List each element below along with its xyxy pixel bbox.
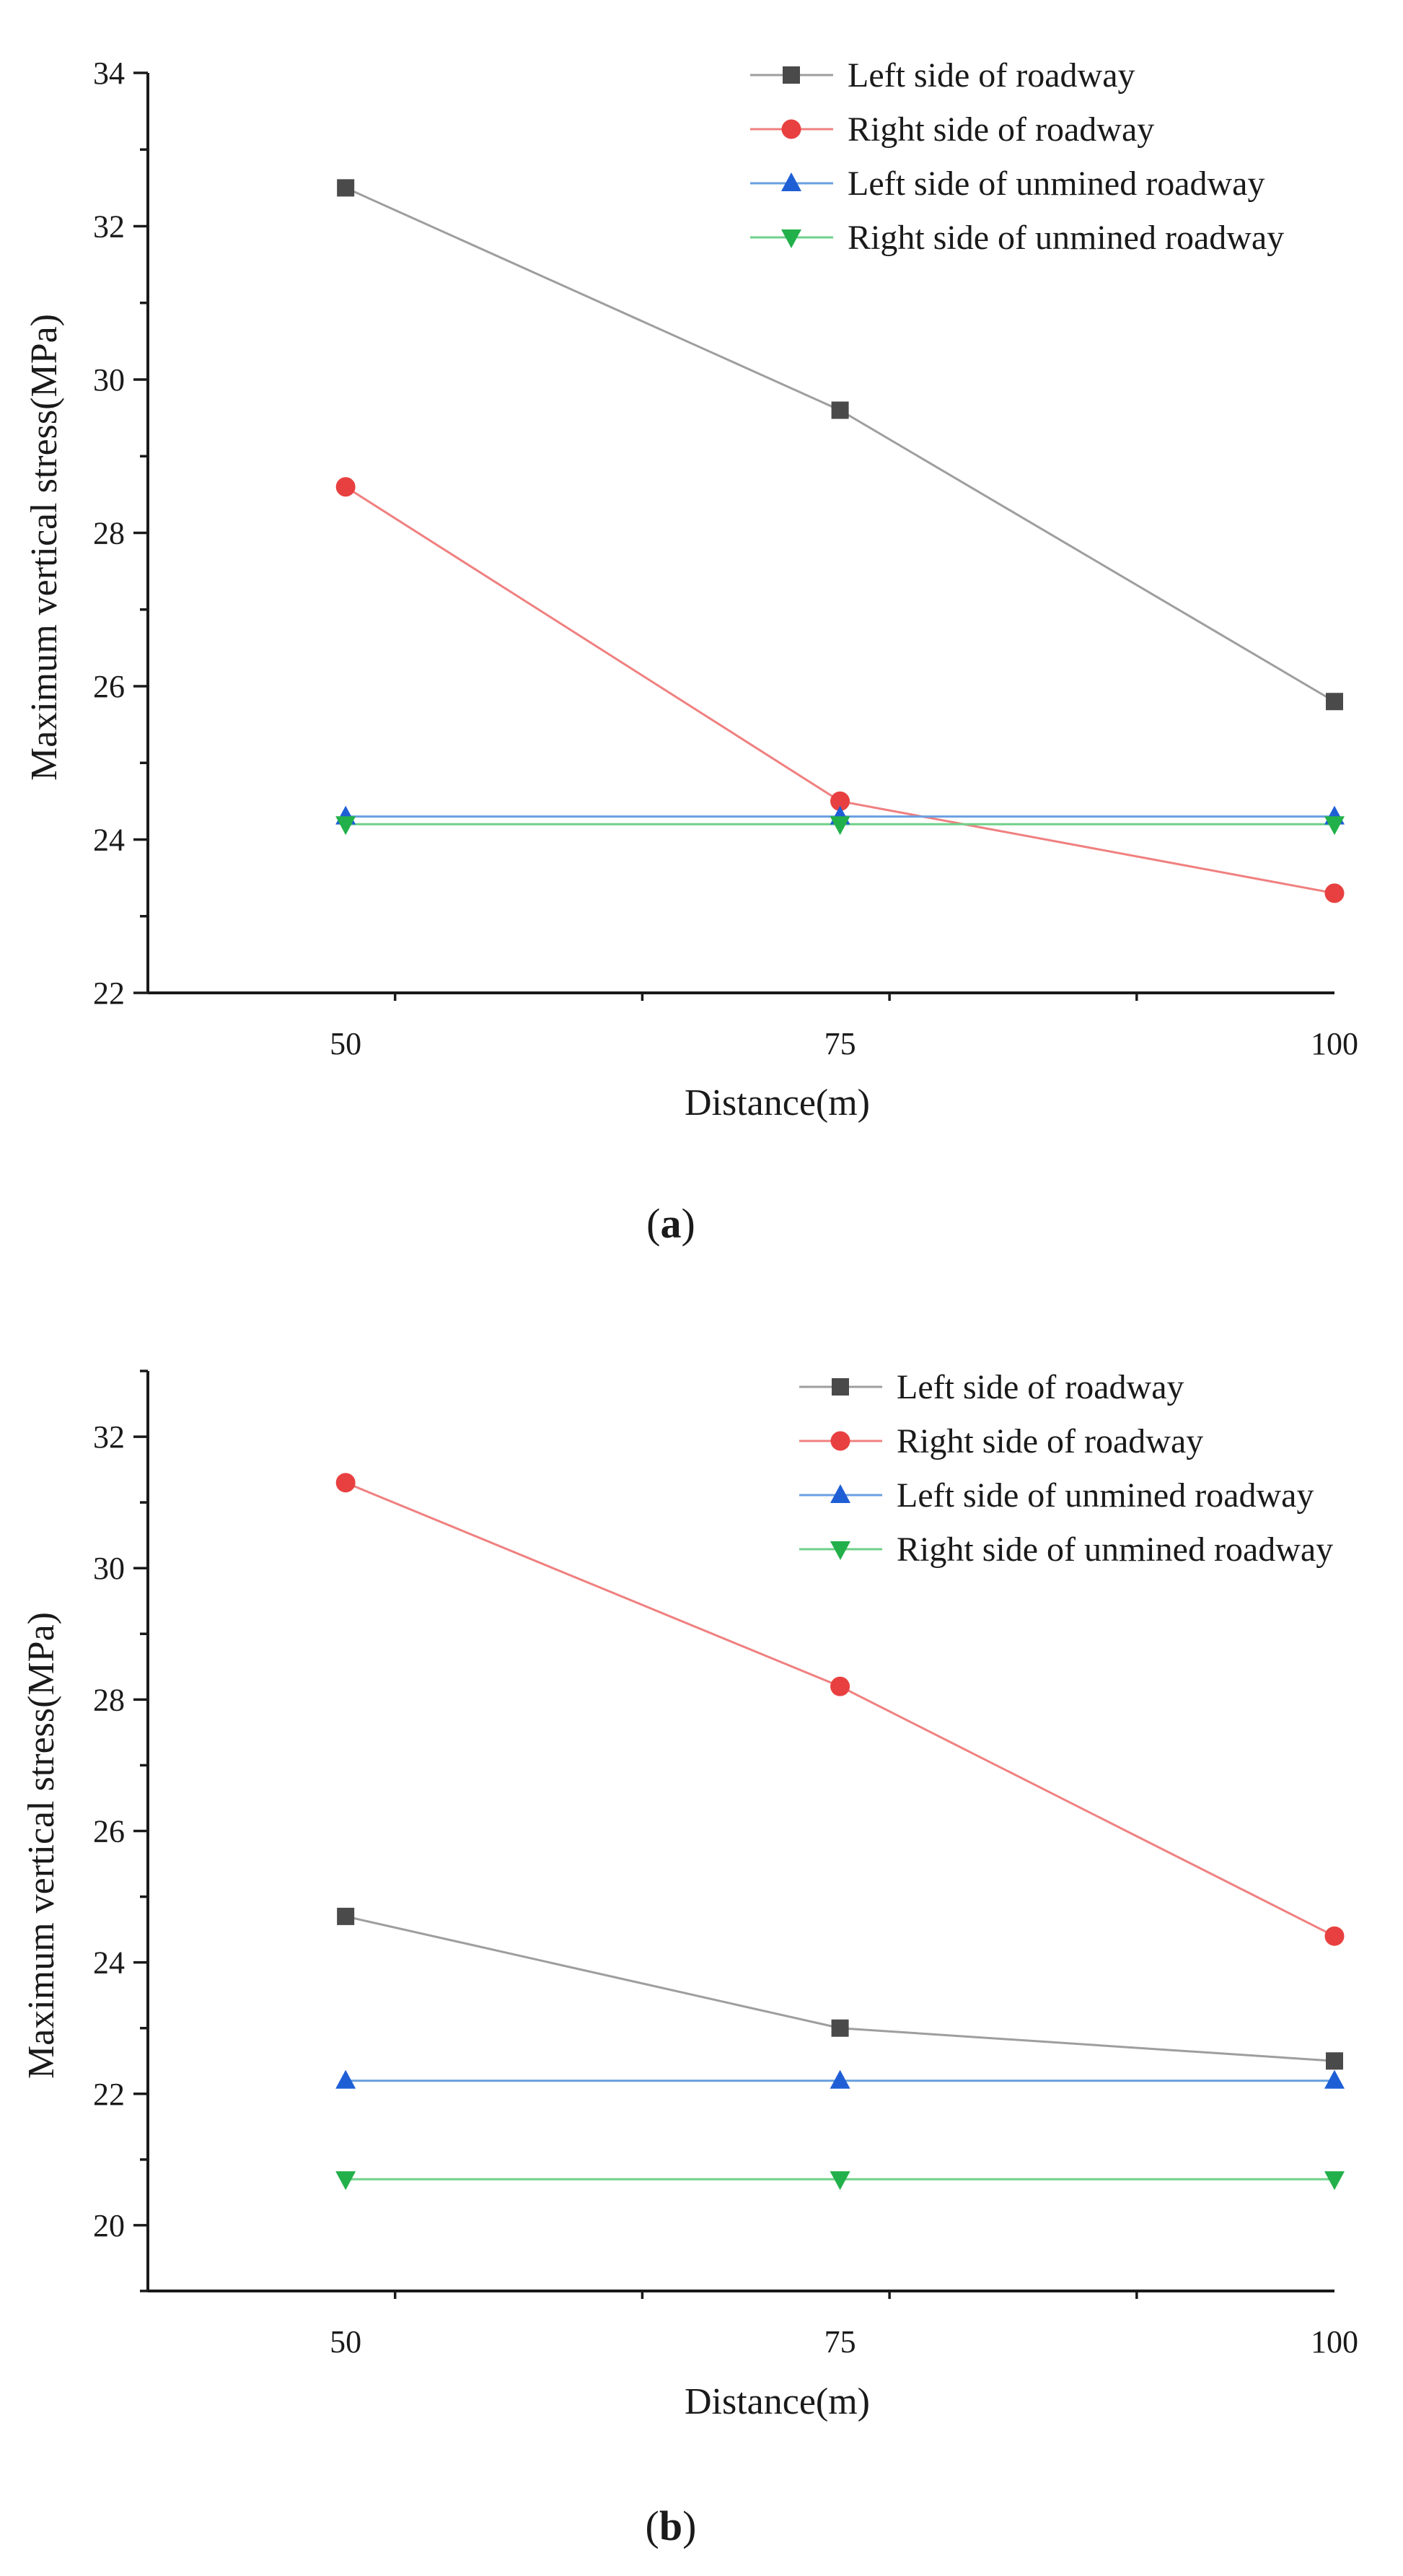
data-point-series-4 — [1324, 2171, 1345, 2191]
y-tick-label: 22 — [93, 976, 125, 1011]
legend-marker-4 — [830, 1541, 850, 1560]
data-point-series-4 — [830, 816, 850, 836]
legend-label-2: Right side of roadway — [897, 1422, 1203, 1460]
legend-label-3: Left side of unmined roadway — [897, 1476, 1314, 1515]
x-tick-label: 100 — [1311, 1026, 1358, 1061]
data-point-series-4 — [1324, 816, 1345, 836]
y-axis-title: Maximum vertical stress(MPa) — [21, 1612, 62, 2079]
y-axis-title: Maximum vertical stress(MPa) — [24, 314, 65, 781]
x-axis-title: Distance(m) — [685, 1082, 870, 1123]
y-tick-label: 26 — [93, 1814, 125, 1849]
legend-label-3: Left side of unmined roadway — [848, 165, 1265, 203]
y-tick-label: 34 — [93, 56, 125, 91]
y-tick-label: 24 — [93, 823, 125, 858]
legend-marker-3 — [830, 1484, 850, 1503]
legend-marker-1 — [832, 1378, 849, 1396]
data-point-series-1 — [831, 401, 849, 419]
y-tick-label: 26 — [93, 669, 125, 704]
y-tick-label: 22 — [93, 2077, 125, 2112]
x-tick-label: 100 — [1311, 2324, 1358, 2360]
data-point-series-1 — [337, 179, 355, 197]
y-tick-label: 28 — [93, 516, 125, 551]
y-tick-label: 30 — [93, 1551, 125, 1586]
y-tick-label: 24 — [93, 1945, 125, 1981]
y-tick-label: 32 — [93, 209, 125, 245]
data-point-series-4 — [335, 2171, 356, 2191]
legend-label-1: Left side of roadway — [897, 1368, 1184, 1406]
series-line-1 — [345, 1915, 1335, 2062]
y-tick-label: 20 — [93, 2208, 125, 2243]
data-point-series-2 — [1324, 883, 1345, 903]
legend-marker-1 — [783, 66, 800, 84]
legend-marker-2 — [781, 119, 801, 139]
x-axis-title: Distance(m) — [685, 2381, 870, 2422]
x-tick-label: 50 — [330, 2324, 361, 2360]
data-point-series-2 — [1324, 1926, 1345, 1946]
x-tick-label: 50 — [330, 1026, 361, 1061]
panel-caption: (a) — [646, 1200, 695, 1247]
data-point-series-3 — [335, 2069, 356, 2089]
legend-label-4: Right side of unmined roadway — [897, 1530, 1333, 1569]
data-point-series-2 — [830, 1676, 850, 1696]
data-point-series-1 — [1326, 693, 1343, 711]
panel-caption: (b) — [646, 2502, 697, 2549]
data-point-series-4 — [335, 816, 356, 836]
panel-b-chart: 20 22 24 26 28 30 32 50 75 100 Distance(m) Maximum … — [21, 1368, 1358, 2549]
panel-a-chart: 22 24 26 28 30 32 34 50 75 100 Distance(m) Maximum … — [24, 56, 1358, 1247]
legend-marker-4 — [781, 229, 801, 248]
legend-marker-2 — [830, 1431, 850, 1451]
x-tick-label: 75 — [824, 1026, 856, 1061]
legend-marker-3 — [781, 172, 801, 191]
legend-label-4: Right side of unmined roadway — [848, 219, 1284, 257]
y-tick-label: 32 — [93, 1419, 125, 1455]
data-point-series-3 — [830, 2069, 850, 2089]
series-line-1 — [345, 187, 1335, 703]
data-point-series-2 — [335, 477, 356, 497]
data-point-series-1 — [1326, 2052, 1343, 2070]
legend-label-2: Right side of roadway — [848, 110, 1154, 149]
data-point-series-1 — [337, 1907, 355, 1925]
x-tick-label: 75 — [824, 2324, 856, 2360]
legend-label-1: Left side of roadway — [848, 56, 1135, 95]
data-point-series-3 — [1324, 2069, 1345, 2089]
data-point-series-1 — [831, 2019, 849, 2037]
y-tick-label: 28 — [93, 1682, 125, 1717]
y-tick-label: 30 — [93, 362, 125, 398]
data-point-series-4 — [830, 2171, 850, 2191]
data-point-series-2 — [830, 791, 850, 811]
data-point-series-2 — [335, 1473, 356, 1493]
